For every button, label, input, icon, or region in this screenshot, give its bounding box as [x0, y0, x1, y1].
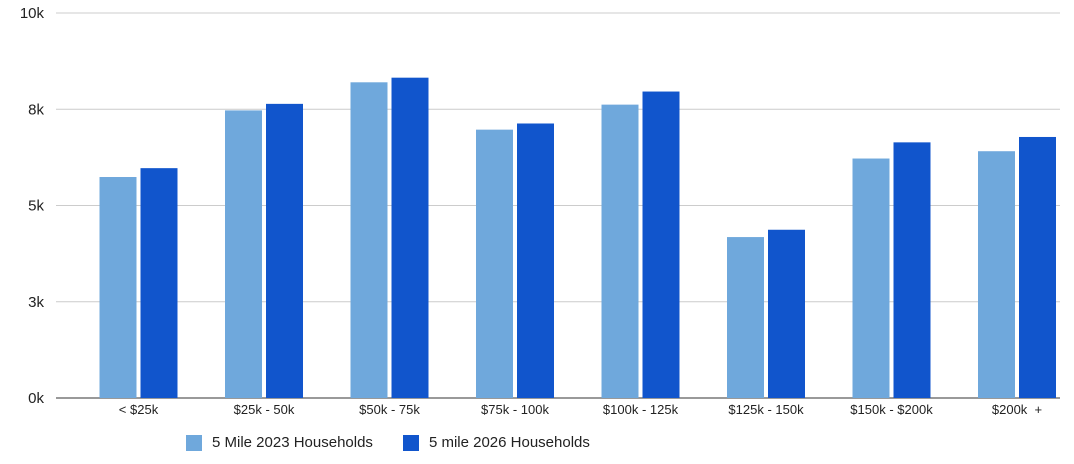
bar-2026: [140, 168, 178, 398]
x-tick-label: $25k - 50k: [234, 402, 295, 417]
bar-2023: [476, 129, 513, 398]
bar-2023: [978, 151, 1015, 398]
y-tick-label: 5k: [28, 198, 44, 215]
bar-2023: [727, 237, 764, 398]
legend-label-2026: 5 mile 2026 Households: [428, 434, 590, 451]
y-tick-label: 10k: [20, 5, 45, 22]
x-tick-label: < $25k: [119, 402, 159, 417]
bar-2026: [266, 103, 303, 399]
bar-2026: [642, 91, 680, 398]
legend-swatch-2023: [186, 434, 202, 451]
bar-2026: [893, 142, 931, 398]
y-tick-label: 3k: [28, 294, 44, 311]
legend-item-2026: 5 mile 2026 Households: [402, 434, 590, 451]
x-tick-label: $150k - $200k: [850, 402, 933, 417]
x-tick-label: $100k - 125k: [603, 402, 679, 417]
x-tick-label: $75k - 100k: [481, 402, 549, 417]
bar-2023: [99, 177, 137, 398]
x-tick-label: $125k - 150k: [728, 402, 804, 417]
y-tick-label: 0k: [28, 390, 44, 407]
legend-swatch-2026: [402, 434, 419, 451]
x-tick-label: $50k - 75k: [359, 402, 420, 417]
y-tick-label: 8k: [28, 101, 44, 118]
bar-2023: [852, 158, 890, 398]
bar-2023: [350, 82, 388, 399]
bar-2026: [517, 123, 554, 399]
bar-2026: [391, 77, 429, 399]
x-tick-label: $200k +: [992, 402, 1042, 417]
legend-item-2023: 5 Mile 2023 Households: [186, 434, 373, 451]
legend-label-2023: 5 Mile 2023 Households: [212, 434, 373, 451]
bar-2023: [225, 110, 262, 398]
legend: 5 Mile 2023 Households 5 mile 2026 House…: [186, 434, 620, 451]
bar-2026: [1019, 136, 1056, 398]
bar-2026: [768, 229, 805, 398]
bar-2023: [601, 104, 639, 398]
